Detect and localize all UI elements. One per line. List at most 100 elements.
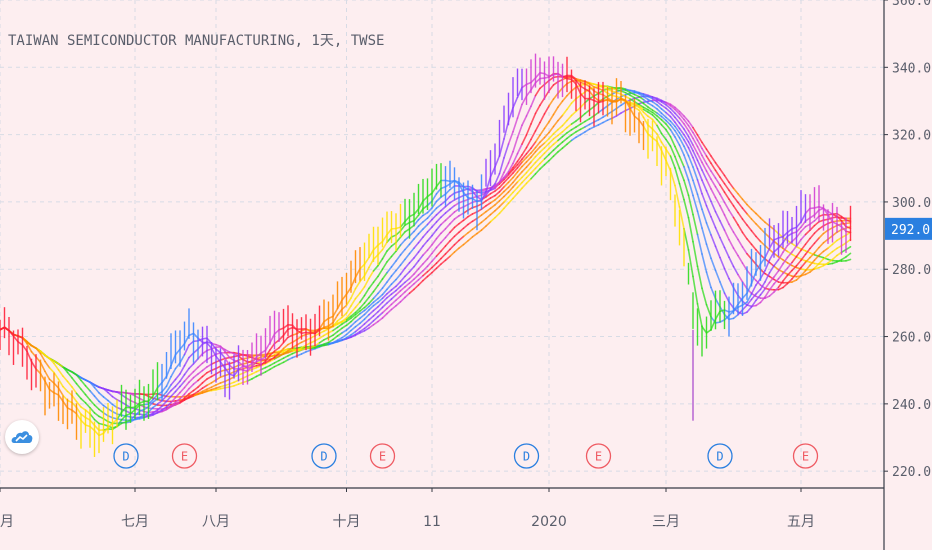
ma-ribbon-segment bbox=[462, 240, 469, 246]
tradingview-logo-button[interactable] bbox=[5, 420, 39, 454]
ma-ribbon-segment bbox=[354, 322, 361, 328]
ma-ribbon-segment bbox=[845, 258, 852, 262]
ma-ribbon-segment bbox=[692, 275, 699, 305]
ma-ribbon-segment bbox=[656, 118, 663, 126]
ma-ribbon-segment bbox=[165, 401, 172, 408]
ma-ribbon-segment bbox=[210, 361, 217, 365]
ma-ribbon-segment bbox=[606, 92, 613, 97]
ma-ribbon-segment bbox=[179, 386, 186, 394]
ma-ribbon-segment bbox=[494, 186, 501, 192]
ma-ribbon-segment bbox=[449, 211, 456, 217]
ma-ribbon-segment bbox=[728, 223, 735, 233]
ma-ribbon-segment bbox=[687, 146, 694, 159]
ma-ribbon-segment bbox=[498, 171, 505, 183]
ma-ribbon-segment bbox=[165, 364, 172, 378]
ma-ribbon-segment bbox=[588, 83, 595, 88]
symbol-title[interactable]: TAIWAN SEMICONDUCTOR MANUFACTURING, 1天, … bbox=[8, 33, 385, 49]
ma-ribbon-segment bbox=[647, 111, 654, 116]
ma-ribbon-segment bbox=[840, 234, 847, 239]
ma-ribbon-segment bbox=[683, 118, 690, 127]
ma-ribbon-segment bbox=[831, 221, 838, 225]
ma-ribbon-segment bbox=[170, 385, 177, 392]
ma-ribbon-segment bbox=[201, 378, 208, 384]
ma-ribbon-segment bbox=[354, 317, 361, 323]
ma-ribbon-segment bbox=[597, 116, 604, 121]
ma-ribbon-segment bbox=[260, 366, 267, 371]
ma-ribbon-segment bbox=[512, 176, 519, 184]
ma-ribbon-segment bbox=[503, 177, 510, 184]
ma-ribbon-segment bbox=[413, 241, 420, 249]
ma-ribbon-segment bbox=[683, 128, 690, 138]
ma-ribbon-segment bbox=[746, 293, 753, 303]
ma-ribbon-segment bbox=[314, 345, 321, 349]
ma-ribbon-segment bbox=[399, 286, 406, 292]
ma-ribbon-segment bbox=[183, 344, 190, 356]
event-marker-label: D bbox=[122, 450, 129, 464]
ma-ribbon-segment bbox=[188, 383, 195, 390]
ma-ribbon-segment bbox=[584, 109, 591, 115]
ma-ribbon-segment bbox=[489, 209, 496, 216]
ma-ribbon-segment bbox=[300, 333, 307, 338]
ma-ribbon-segment bbox=[719, 256, 726, 270]
ma-ribbon-segment bbox=[773, 258, 780, 267]
earnings-event-marker bbox=[369, 443, 396, 469]
ma-ribbon-segment bbox=[638, 105, 645, 111]
ma-ribbon-segment bbox=[746, 306, 753, 313]
ma-ribbon-segment bbox=[395, 230, 402, 236]
ma-ribbon-segment bbox=[26, 350, 33, 363]
ma-ribbon-segment bbox=[543, 159, 550, 166]
ma-ribbon-segment bbox=[629, 98, 636, 103]
ma-ribbon-segment bbox=[381, 271, 388, 280]
ma-ribbon-segment bbox=[359, 294, 366, 303]
ma-ribbon-segment bbox=[354, 310, 361, 316]
ma-ribbon-segment bbox=[719, 319, 726, 323]
ma-ribbon-segment bbox=[170, 353, 177, 367]
ma-ribbon-segment bbox=[314, 342, 321, 347]
ma-ribbon-segment bbox=[422, 211, 429, 217]
ma-ribbon-segment bbox=[575, 133, 582, 139]
ma-ribbon-segment bbox=[480, 225, 487, 231]
ma-ribbon-segment bbox=[548, 149, 555, 156]
ma-ribbon-segment bbox=[710, 216, 717, 229]
ma-ribbon-segment bbox=[692, 137, 699, 148]
ma-ribbon-segment bbox=[651, 128, 658, 135]
ma-ribbon-segment bbox=[116, 406, 123, 411]
ma-ribbon-segment bbox=[597, 108, 604, 114]
ma-ribbon-segment bbox=[548, 125, 555, 134]
ma-ribbon-segment bbox=[359, 330, 366, 334]
ma-ribbon-segment bbox=[737, 309, 744, 316]
ma-ribbon-segment bbox=[498, 201, 505, 208]
ma-ribbon-segment bbox=[53, 382, 60, 389]
ma-ribbon-segment bbox=[795, 259, 802, 267]
ma-ribbon-segment bbox=[638, 119, 645, 128]
ma-ribbon-segment bbox=[584, 80, 591, 85]
ma-ribbon-segment bbox=[561, 119, 568, 127]
ma-ribbon-segment bbox=[656, 108, 663, 115]
ma-ribbon-segment bbox=[602, 98, 609, 103]
ma-ribbon-segment bbox=[557, 130, 564, 137]
ma-ribbon-segment bbox=[408, 247, 415, 255]
ma-ribbon-segment bbox=[503, 120, 510, 140]
ma-ribbon-segment bbox=[359, 323, 366, 329]
ma-ribbon-segment bbox=[246, 365, 253, 372]
ma-ribbon-segment bbox=[431, 221, 438, 228]
ma-ribbon-segment bbox=[552, 151, 559, 157]
ma-ribbon-segment bbox=[561, 126, 568, 133]
ma-ribbon-segment bbox=[674, 108, 681, 115]
ma-ribbon-segment bbox=[336, 308, 343, 316]
ma-ribbon-segment bbox=[314, 337, 321, 342]
ma-ribbon-segment bbox=[566, 134, 573, 140]
ma-ribbon-segment bbox=[584, 118, 591, 123]
ma-ribbon-segment bbox=[435, 257, 442, 264]
ma-ribbon-segment bbox=[512, 136, 519, 153]
ma-ribbon-segment bbox=[201, 349, 208, 355]
ma-ribbon-segment bbox=[206, 342, 213, 350]
ma-ribbon-segment bbox=[471, 217, 478, 223]
ma-ribbon-segment bbox=[543, 137, 550, 144]
ma-ribbon-segment bbox=[111, 395, 118, 401]
ma-ribbon-segment bbox=[791, 272, 798, 280]
ma-ribbon-segment bbox=[813, 215, 820, 222]
ma-ribbon-segment bbox=[512, 160, 519, 169]
ma-ribbon-segment bbox=[111, 418, 118, 425]
